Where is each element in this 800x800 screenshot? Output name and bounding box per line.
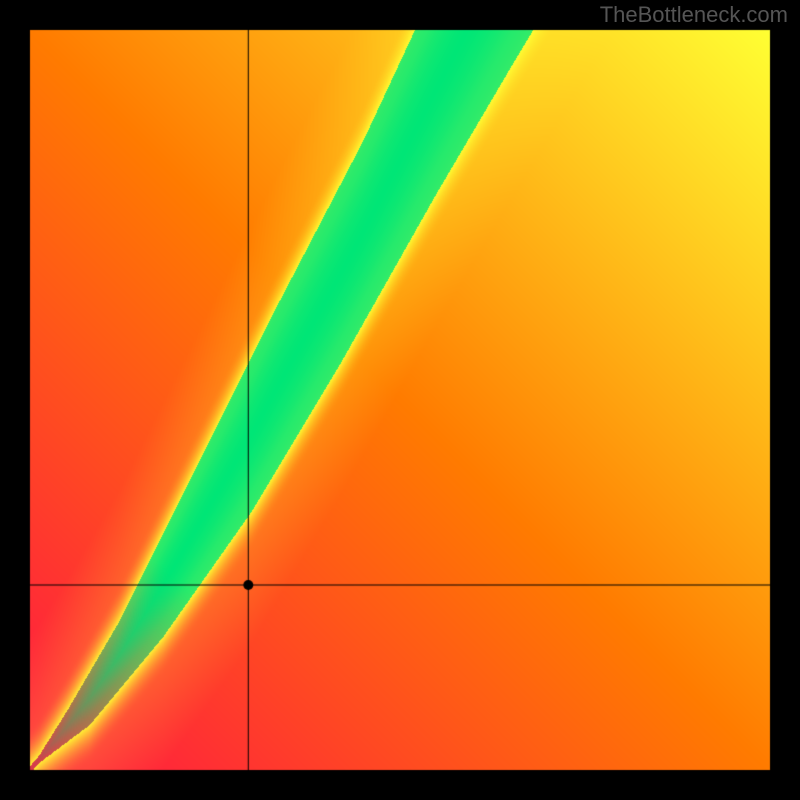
- chart-container: TheBottleneck.com: [0, 0, 800, 800]
- heatmap-canvas: [0, 0, 800, 800]
- watermark-text: TheBottleneck.com: [600, 2, 788, 28]
